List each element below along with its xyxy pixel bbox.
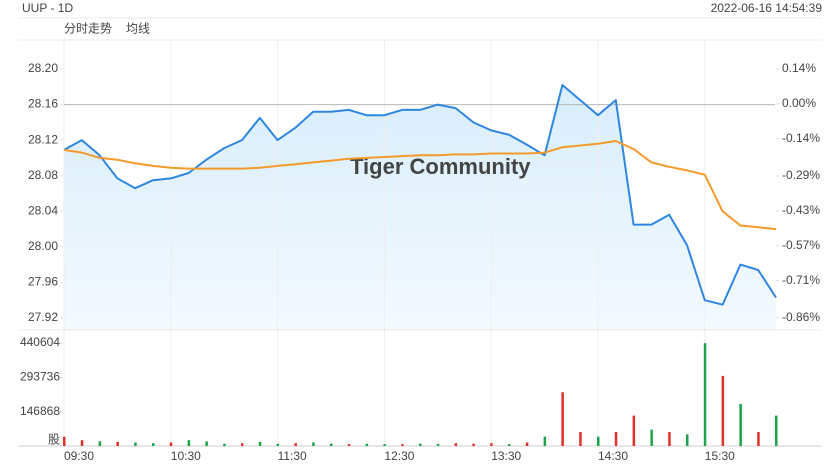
volume-bar [134, 442, 137, 446]
volume-bar [721, 375, 725, 446]
y-tick-label: 28.00 [28, 239, 58, 253]
volume-bar [223, 443, 226, 446]
volume-bar [525, 442, 529, 446]
x-tick-label: 10:30 [171, 449, 201, 463]
volume-bar [347, 444, 351, 446]
volume-tick-label: 146868 [20, 404, 60, 418]
volume-unit: 股 [48, 433, 60, 447]
volume-bar [686, 434, 689, 446]
x-tick-label: 09:30 [64, 449, 94, 463]
volume-tick-label: 440604 [20, 335, 60, 349]
y2-tick-label: 0.14% [782, 61, 816, 75]
volume-bar [703, 343, 707, 446]
volume-bar [116, 441, 119, 446]
x-tick-label: 14:30 [598, 449, 628, 463]
volume-bar [472, 443, 475, 446]
volume-bar [454, 443, 458, 446]
y-tick-label: 28.08 [28, 168, 58, 182]
y-tick-label: 28.04 [28, 203, 58, 217]
volume-bar [169, 442, 173, 446]
y-tick-label: 27.92 [28, 310, 58, 324]
volume-bar [294, 443, 297, 446]
volume-bar [650, 429, 653, 446]
y-tick-label: 27.96 [28, 275, 58, 289]
y2-tick-label: -0.86% [782, 310, 820, 324]
volume-bar [436, 443, 440, 446]
volume-bar [258, 441, 262, 446]
x-tick-label: 11:30 [278, 449, 307, 463]
volume-bar [775, 415, 778, 446]
y2-tick-label: -0.71% [782, 273, 820, 287]
y2-tick-label: -0.57% [782, 238, 820, 252]
timestamp: 2022-06-16 14:54:39 [711, 1, 823, 15]
volume-bar [632, 415, 636, 446]
volume-bar [80, 440, 84, 446]
y2-tick-label: 0.00% [782, 96, 816, 110]
volume-bar [365, 443, 369, 446]
volume-bar [98, 441, 102, 446]
volume-bar [330, 443, 333, 446]
y-tick-label: 28.20 [28, 61, 58, 75]
volume-bar [312, 442, 315, 446]
x-tick-label: 12:30 [384, 449, 414, 463]
volume-bar [383, 444, 386, 446]
y-tick-label: 28.16 [28, 97, 58, 111]
price-line [63, 84, 777, 306]
volume-bar [205, 441, 208, 446]
volume-bar [597, 436, 600, 446]
volume-tick-label: 293736 [20, 370, 60, 384]
volume-bar [419, 443, 422, 446]
volume-bar [579, 431, 582, 446]
x-tick-label: 15:30 [705, 449, 735, 463]
chart-title: UUP - 1D [22, 1, 73, 15]
volume-bar [668, 431, 671, 446]
volume-bar [401, 444, 404, 446]
volume-bar [757, 431, 760, 446]
y2-tick-label: -0.43% [782, 203, 820, 217]
volume-bar [614, 431, 618, 446]
legend-label: 分时走势 [64, 22, 112, 36]
y-tick-label: 28.12 [28, 132, 58, 146]
volume-bar [276, 443, 280, 446]
volume-bar [152, 443, 155, 446]
volume-bar [490, 443, 493, 446]
average-line [63, 140, 777, 231]
legend-label: 均线 [126, 22, 150, 36]
y2-tick-label: -0.14% [782, 131, 820, 145]
volume-bar [561, 392, 564, 446]
volume-bar [739, 403, 742, 446]
volume-bar [543, 436, 547, 446]
volume-bar [508, 444, 511, 446]
x-tick-label: 13:30 [491, 449, 521, 463]
volume-bar [187, 440, 191, 446]
volume-bar [63, 436, 66, 446]
volume-bar [241, 443, 244, 446]
y2-tick-label: -0.29% [782, 168, 820, 182]
